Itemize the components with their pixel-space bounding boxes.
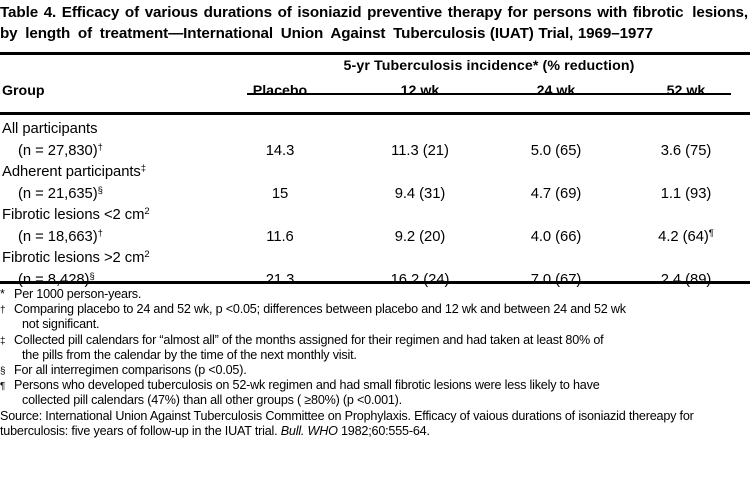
row-n-label: (n = 8,428)§ <box>18 272 95 288</box>
cell-superscript: ¶ <box>708 228 714 240</box>
row-n-label: (n = 27,830)† <box>18 143 103 159</box>
row-n-superscript: † <box>97 142 103 154</box>
row-label-superscript: ‡ <box>140 163 147 175</box>
table-cell: 9.4 (31) <box>355 186 485 202</box>
table-cell: 4.2 (64)¶ <box>626 229 746 245</box>
row-n-superscript: § <box>89 271 95 283</box>
footnote: † Comparing placebo to 24 and 52 wk, p <… <box>0 302 750 332</box>
footnote-marker: † <box>0 305 6 317</box>
table-cell: 4.0 (66) <box>491 229 621 245</box>
row-label: Adherent participants <box>2 164 141 180</box>
footnote-marker: § <box>0 366 6 378</box>
table-cell: 7.0 (67) <box>491 272 621 288</box>
source-line-2-start: isoniazid thereapy for tuberculosis: fiv… <box>0 408 694 438</box>
footnote-marker: ¶ <box>0 381 6 393</box>
footnote-text-continued: not significant. <box>22 317 100 332</box>
table-header: 5-yr Tuberculosis incidence* (% reductio… <box>0 55 750 112</box>
footnote-text-continued: collected pill calendars (47%) than all … <box>22 393 402 408</box>
table-cell: 14.3 <box>215 143 345 159</box>
table-rule-bottom <box>0 281 750 284</box>
cell-value: 11.3 (21) <box>391 143 449 159</box>
cell-value: 15 <box>271 186 289 202</box>
footnote: * Per 1000 person-years. <box>0 287 750 302</box>
table-row: Fibrotic lesions <2 cm2 <box>2 207 150 223</box>
cell-value: 9.2 (20) <box>394 229 446 245</box>
source-citation: Source: International Union Against Tube… <box>0 409 748 439</box>
footnote-text: Collected pill calendars for “almost all… <box>14 332 604 347</box>
row-label-superscript: 2 <box>144 206 150 218</box>
row-n-superscript: † <box>97 228 103 240</box>
cell-value: 21.3 <box>265 272 295 288</box>
footnote-text: Persons who developed tuberculosis on 52… <box>14 378 600 393</box>
table-cell: 3.6 (75) <box>626 143 746 159</box>
table-title: Table 4. Efficacy of various durations o… <box>0 0 748 44</box>
footnote-marker: * <box>0 287 5 301</box>
row-label: Fibrotic lesions <2 cm <box>2 207 145 223</box>
row-n-value: (n = 18,663) <box>18 229 98 245</box>
cell-value: 2.4 (89) <box>660 272 712 288</box>
table-row: All participants <box>2 121 97 137</box>
footnote: ¶ Persons who developed tuberculosis on … <box>0 378 750 408</box>
table-cell: 2.4 (89) <box>626 272 746 288</box>
row-label: All participants <box>2 121 98 137</box>
table-cell: 16.2 (24) <box>355 272 485 288</box>
table-row: Adherent participants‡ <box>2 164 146 180</box>
row-label: Fibrotic lesions >2 cm <box>2 250 145 266</box>
table-footnotes: * Per 1000 person-years. † Comparing pla… <box>0 284 750 439</box>
row-n-label: (n = 18,663)† <box>18 229 103 245</box>
table-rule-header-bottom <box>0 112 750 115</box>
column-header-24wk: 24 wk <box>536 83 576 99</box>
column-header-12wk: 12 wk <box>400 83 440 99</box>
footnote-text-continued: the pills from the calendar by the time … <box>22 347 357 362</box>
table-cell: 11.6 <box>215 229 345 245</box>
source-journal: Bull. WHO <box>280 423 338 438</box>
cell-value: 3.6 (75) <box>660 143 712 159</box>
cell-value: 7.0 (67) <box>530 272 582 288</box>
table-cell: 21.3 <box>215 272 345 288</box>
source-line-1: Source: International Union Against Tube… <box>0 408 575 423</box>
table-cell: 1.1 (93) <box>626 186 746 202</box>
cell-value: 9.4 (31) <box>394 186 446 202</box>
spanning-header-rule <box>247 93 731 95</box>
stub-column-header: Group <box>2 83 45 99</box>
cell-value: 14.3 <box>265 143 295 159</box>
table-row: Fibrotic lesions >2 cm2 <box>2 250 150 266</box>
table-cell: 5.0 (65) <box>491 143 621 159</box>
cell-value: 4.0 (66) <box>530 229 582 245</box>
table-title-line-3: (IUAT) Trial, 1969–1977 <box>489 24 653 42</box>
footnote-text: Per 1000 person-years. <box>14 287 142 301</box>
column-header-placebo: Placebo <box>252 83 308 99</box>
table-cell: 4.7 (69) <box>491 186 621 202</box>
table-title-line-1: Table 4. Efficacy of various durations o… <box>0 4 628 21</box>
table-body: All participants (n = 27,830)† 14.3 11.3… <box>0 115 750 288</box>
row-n-value: (n = 27,830) <box>18 143 98 159</box>
row-label-superscript: 2 <box>144 249 150 261</box>
table-cell: 11.3 (21) <box>355 143 485 159</box>
source-line-2-end: 1982;60:555-64. <box>337 423 430 438</box>
cell-value: 11.6 <box>266 229 294 245</box>
row-n-value: (n = 21,635) <box>18 186 98 202</box>
table-cell: 9.2 (20) <box>355 229 485 245</box>
footnote: § For all interregimen comparisons (p <0… <box>0 363 750 378</box>
table-title-line-2: fibrotic lesions, by length of treatment… <box>0 4 748 42</box>
cell-value: 16.2 (24) <box>390 272 450 288</box>
table-rule-top <box>0 52 750 55</box>
cell-value: 4.2 (64) <box>658 229 709 245</box>
row-n-label: (n = 21,635)§ <box>18 186 103 202</box>
footnote-text: Comparing placebo to 24 and 52 wk, p <0.… <box>14 302 626 317</box>
footnote-text: For all interregimen comparisons (p <0.0… <box>14 363 247 378</box>
cell-value: 1.1 (93) <box>660 186 712 202</box>
table-cell: 15 <box>215 186 345 202</box>
row-n-superscript: § <box>97 185 103 197</box>
spanning-column-header: 5-yr Tuberculosis incidence* (% reductio… <box>343 58 635 74</box>
cell-value: 5.0 (65) <box>530 143 582 159</box>
footnote-marker: ‡ <box>0 335 6 347</box>
column-header-52wk: 52 wk <box>666 83 706 99</box>
cell-value: 4.7 (69) <box>530 186 582 202</box>
footnote: ‡ Collected pill calendars for “almost a… <box>0 333 750 363</box>
row-n-value: (n = 8,428) <box>18 272 90 288</box>
